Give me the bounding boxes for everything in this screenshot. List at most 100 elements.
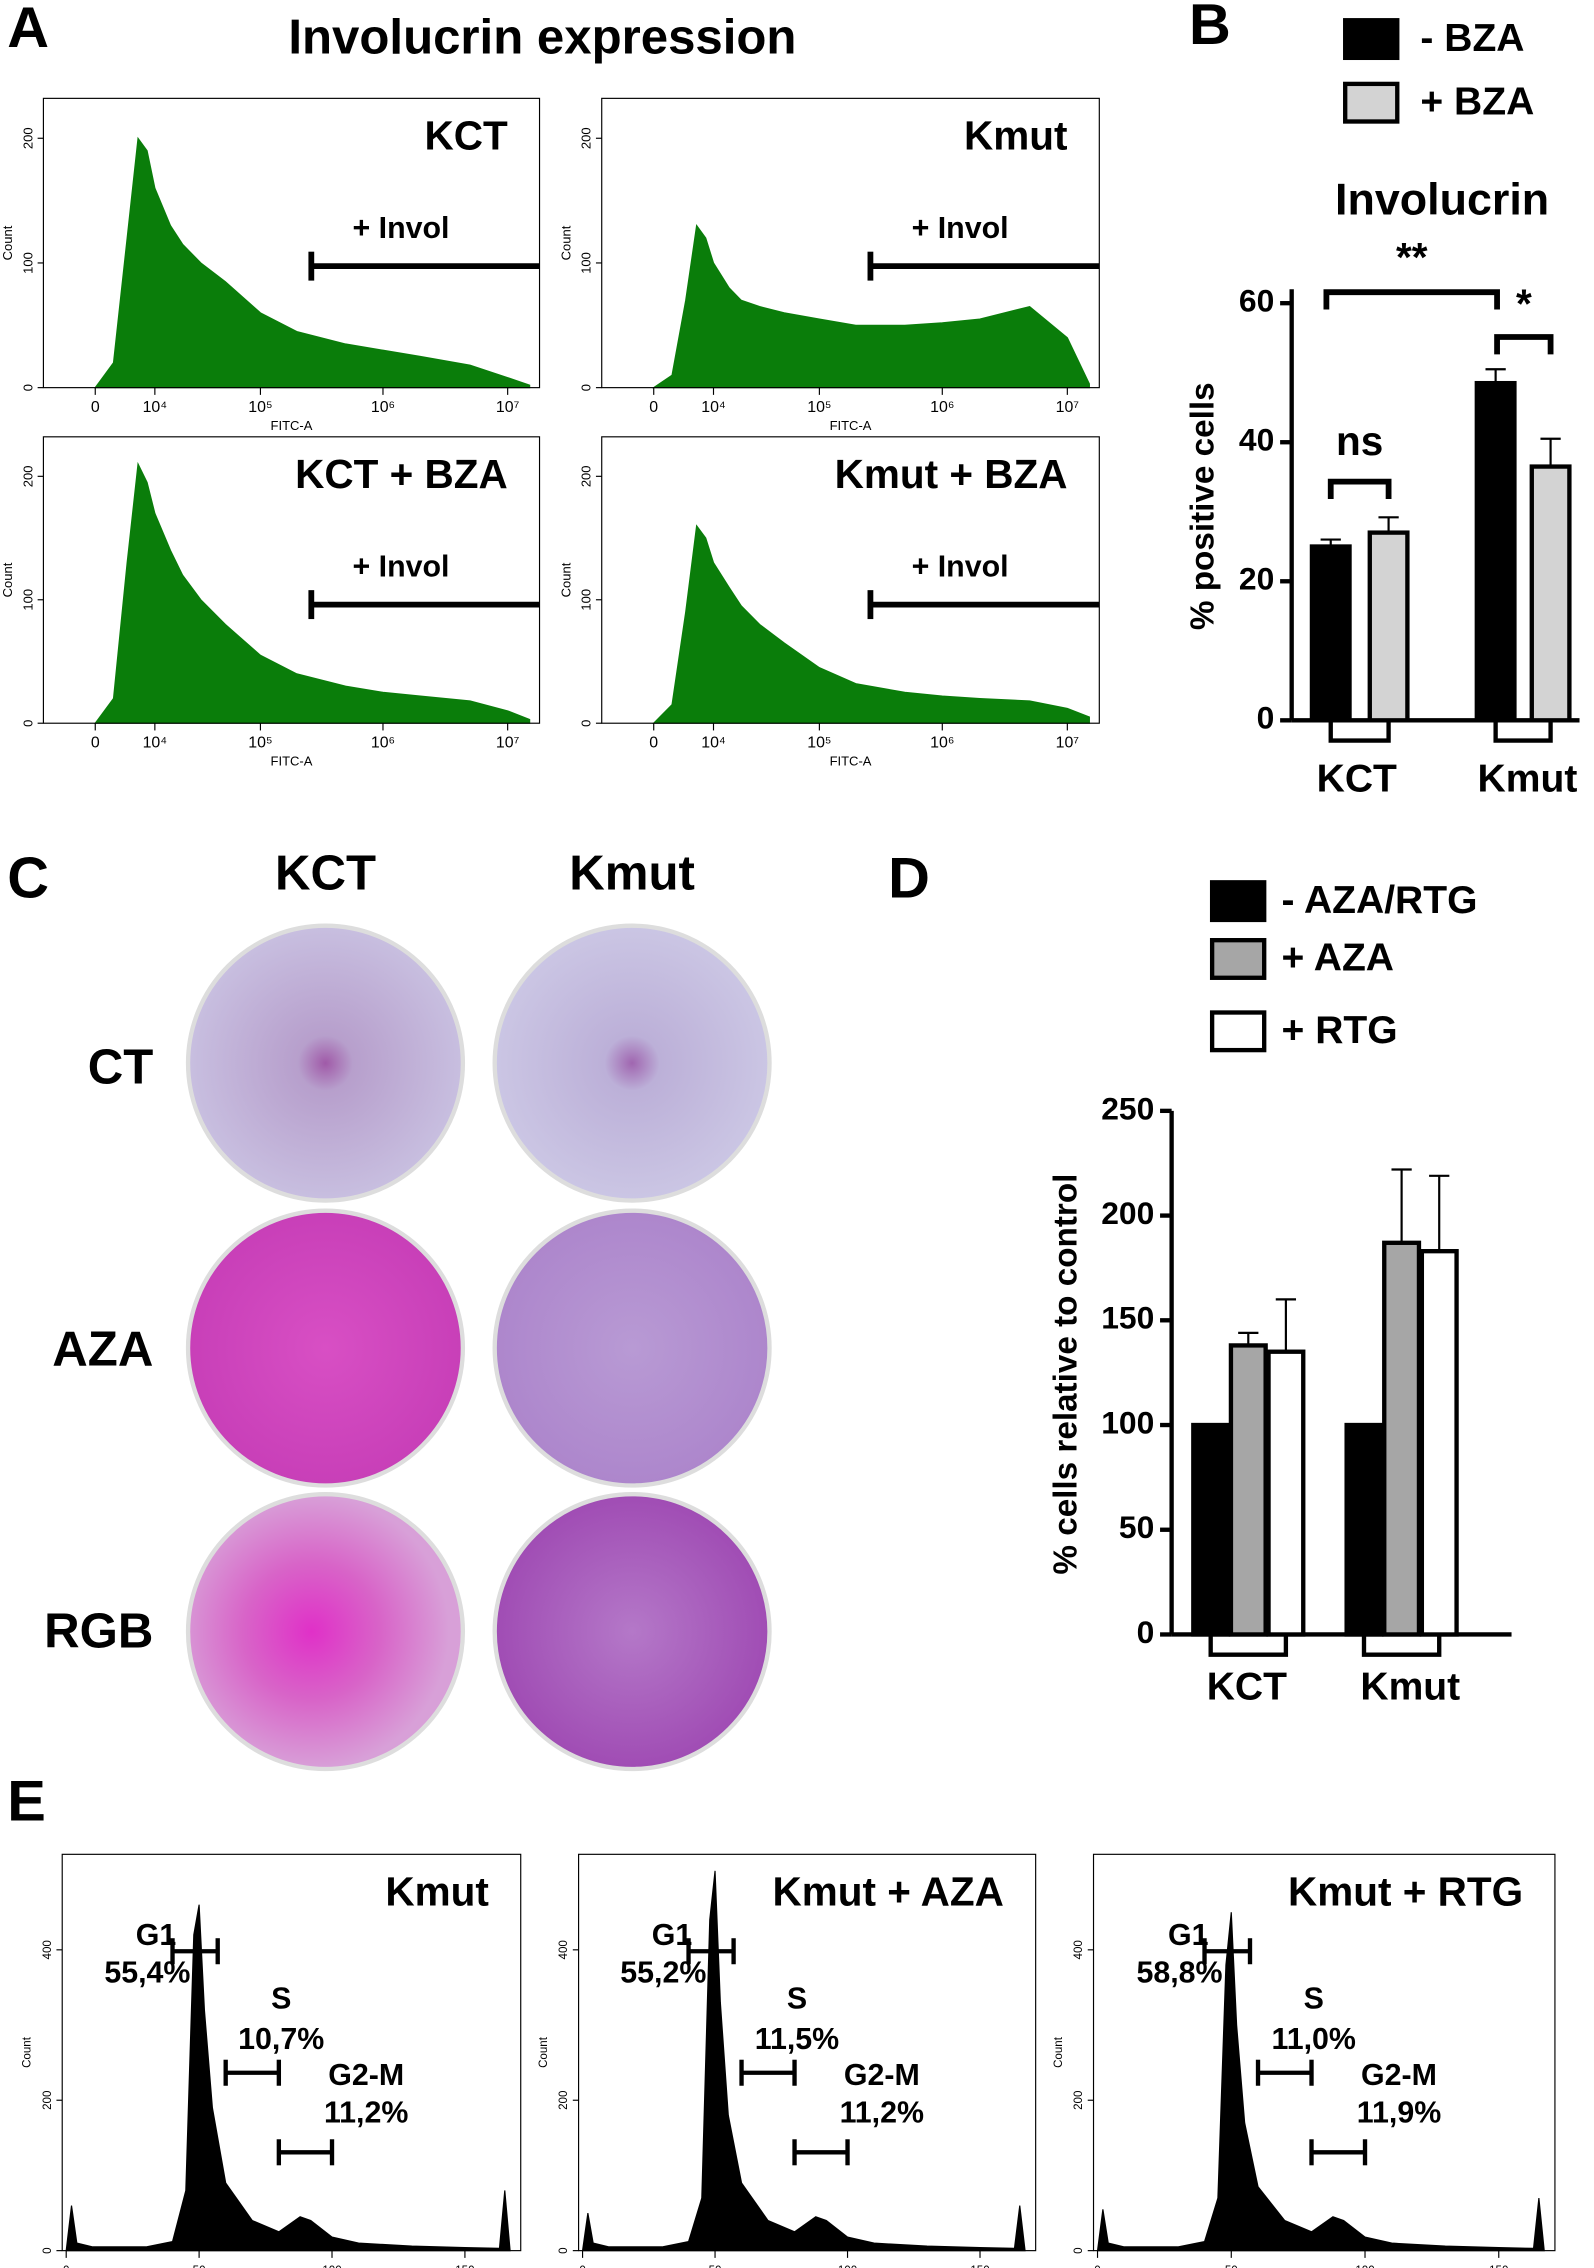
panel-label: B [1189, 0, 1231, 57]
legend-swatch [1343, 18, 1400, 61]
y-tick-label: 200 [20, 465, 35, 487]
culture-dish [492, 1491, 772, 1772]
x-tick-label: 150 [455, 2265, 474, 2268]
x-tick-label: KCT [1207, 1666, 1287, 1709]
bar [1266, 1349, 1306, 1637]
histogram-area [652, 524, 1090, 724]
y-tick-label: 0 [1137, 1614, 1155, 1650]
y-axis-label: Count [558, 562, 573, 597]
column-label: Kmut [569, 846, 695, 901]
x-tick-label: 10⁷ [496, 735, 520, 752]
chart-title: Kmut + AZA [772, 1869, 1003, 1915]
bar [1228, 1343, 1268, 1637]
y-tick-label: 400 [558, 1940, 570, 1959]
y-axis-label: Count [0, 225, 15, 260]
histogram-area [94, 461, 531, 724]
culture-dish [492, 923, 772, 1203]
y-tick-label: 40 [1239, 422, 1274, 458]
y-axis-label: Count [22, 2036, 34, 2068]
x-tick-label: 10⁴ [143, 735, 168, 752]
x-axis-label: FITC-A [830, 418, 872, 433]
y-tick-label: 200 [1101, 1195, 1154, 1231]
x-axis-label: FITC-A [271, 754, 313, 769]
y-axis-label: Count [1053, 2036, 1065, 2068]
x-tick-label: 0 [579, 2265, 585, 2268]
gate-name: G2-M [328, 2059, 404, 2092]
chart-title: Kmut [964, 113, 1068, 159]
gate-label: + Invol [352, 212, 449, 245]
x-tick-label: 10⁶ [930, 399, 954, 416]
x-axis-label: FITC-A [271, 418, 313, 433]
row-label: RGB [44, 1603, 153, 1658]
x-tick-label: 10⁴ [701, 735, 726, 752]
x-tick-label: 10⁶ [371, 735, 395, 752]
y-tick-label: 200 [42, 2091, 54, 2110]
x-tick-label: 100 [1355, 2265, 1374, 2268]
plot-frame [1092, 1853, 1556, 2252]
x-tick-label: 100 [838, 2265, 857, 2268]
y-tick-label: 60 [1239, 283, 1274, 319]
gate-name: G2-M [844, 2059, 920, 2092]
row-label: AZA [52, 1321, 153, 1376]
category-bracket [1328, 720, 1391, 743]
gate-percent: 55,2% [620, 1956, 706, 1989]
significance-label: * [1516, 280, 1532, 326]
gate-name: G1 [652, 1919, 693, 1952]
x-tick-label: 10⁵ [807, 399, 831, 416]
y-tick-label: 400 [42, 1940, 54, 1959]
histogram-area [65, 1904, 511, 2252]
x-tick-label: 0 [649, 399, 658, 416]
y-tick-label: 200 [579, 465, 594, 487]
y-tick-label: 0 [558, 2247, 570, 2253]
panel-label: D [888, 847, 930, 911]
y-tick-label: 0 [579, 720, 594, 727]
x-tick-label: Kmut [1478, 757, 1578, 800]
gate-name: G1 [1168, 1919, 1209, 1952]
gate-label: + Invol [912, 212, 1009, 245]
category-bracket [1361, 1634, 1442, 1657]
x-tick-label: 50 [1225, 2265, 1238, 2268]
plot-frame [42, 97, 541, 389]
legend-label: - AZA/RTG [1282, 879, 1478, 922]
y-tick-label: 0 [42, 2247, 54, 2253]
x-tick-label: 10⁵ [248, 735, 272, 752]
x-tick-label: 10⁴ [701, 399, 726, 416]
x-tick-label: 100 [322, 2265, 341, 2268]
significance-label: ns [1336, 418, 1383, 464]
y-tick-label: 0 [579, 384, 594, 391]
gate-percent: 58,8% [1136, 1956, 1222, 1989]
row-label: CT [88, 1039, 154, 1094]
legend-swatch [1209, 880, 1267, 923]
x-tick-label: 150 [970, 2265, 989, 2268]
plot-frame [578, 1853, 1037, 2252]
x-tick-label: 10⁵ [248, 399, 272, 416]
legend-swatch [1209, 938, 1267, 980]
chart-title: Involucrin [1335, 173, 1549, 224]
histogram-area [581, 1870, 1026, 2252]
y-tick-label: 0 [1073, 2247, 1085, 2253]
category-bracket [1208, 1634, 1289, 1657]
legend-label: - BZA [1420, 17, 1524, 60]
bar [1309, 544, 1352, 723]
bar [1344, 1422, 1384, 1637]
culture-dish [492, 1208, 772, 1488]
x-tick-label: 10⁵ [807, 735, 831, 752]
y-tick-label: 0 [1257, 700, 1275, 736]
y-axis-label: Count [558, 225, 573, 260]
panel-label: E [7, 1769, 46, 1833]
bar [1419, 1249, 1459, 1637]
gate-name: S [271, 1982, 291, 2015]
significance-bracket [1494, 334, 1554, 355]
gate-label: + Invol [352, 550, 449, 583]
chart-title: KCT [424, 113, 507, 159]
x-tick-label: 10⁶ [930, 735, 954, 752]
gate-label: + Invol [912, 550, 1009, 583]
legend-label: + BZA [1420, 80, 1534, 123]
y-tick-label: 100 [20, 589, 35, 611]
y-tick-label: 100 [20, 252, 35, 274]
chart-title: Kmut [385, 1869, 488, 1915]
y-tick-label: 0 [20, 720, 35, 727]
x-tick-label: 0 [649, 735, 658, 752]
bar [1474, 380, 1517, 723]
y-axis-label: % positive cells [1185, 382, 1222, 630]
